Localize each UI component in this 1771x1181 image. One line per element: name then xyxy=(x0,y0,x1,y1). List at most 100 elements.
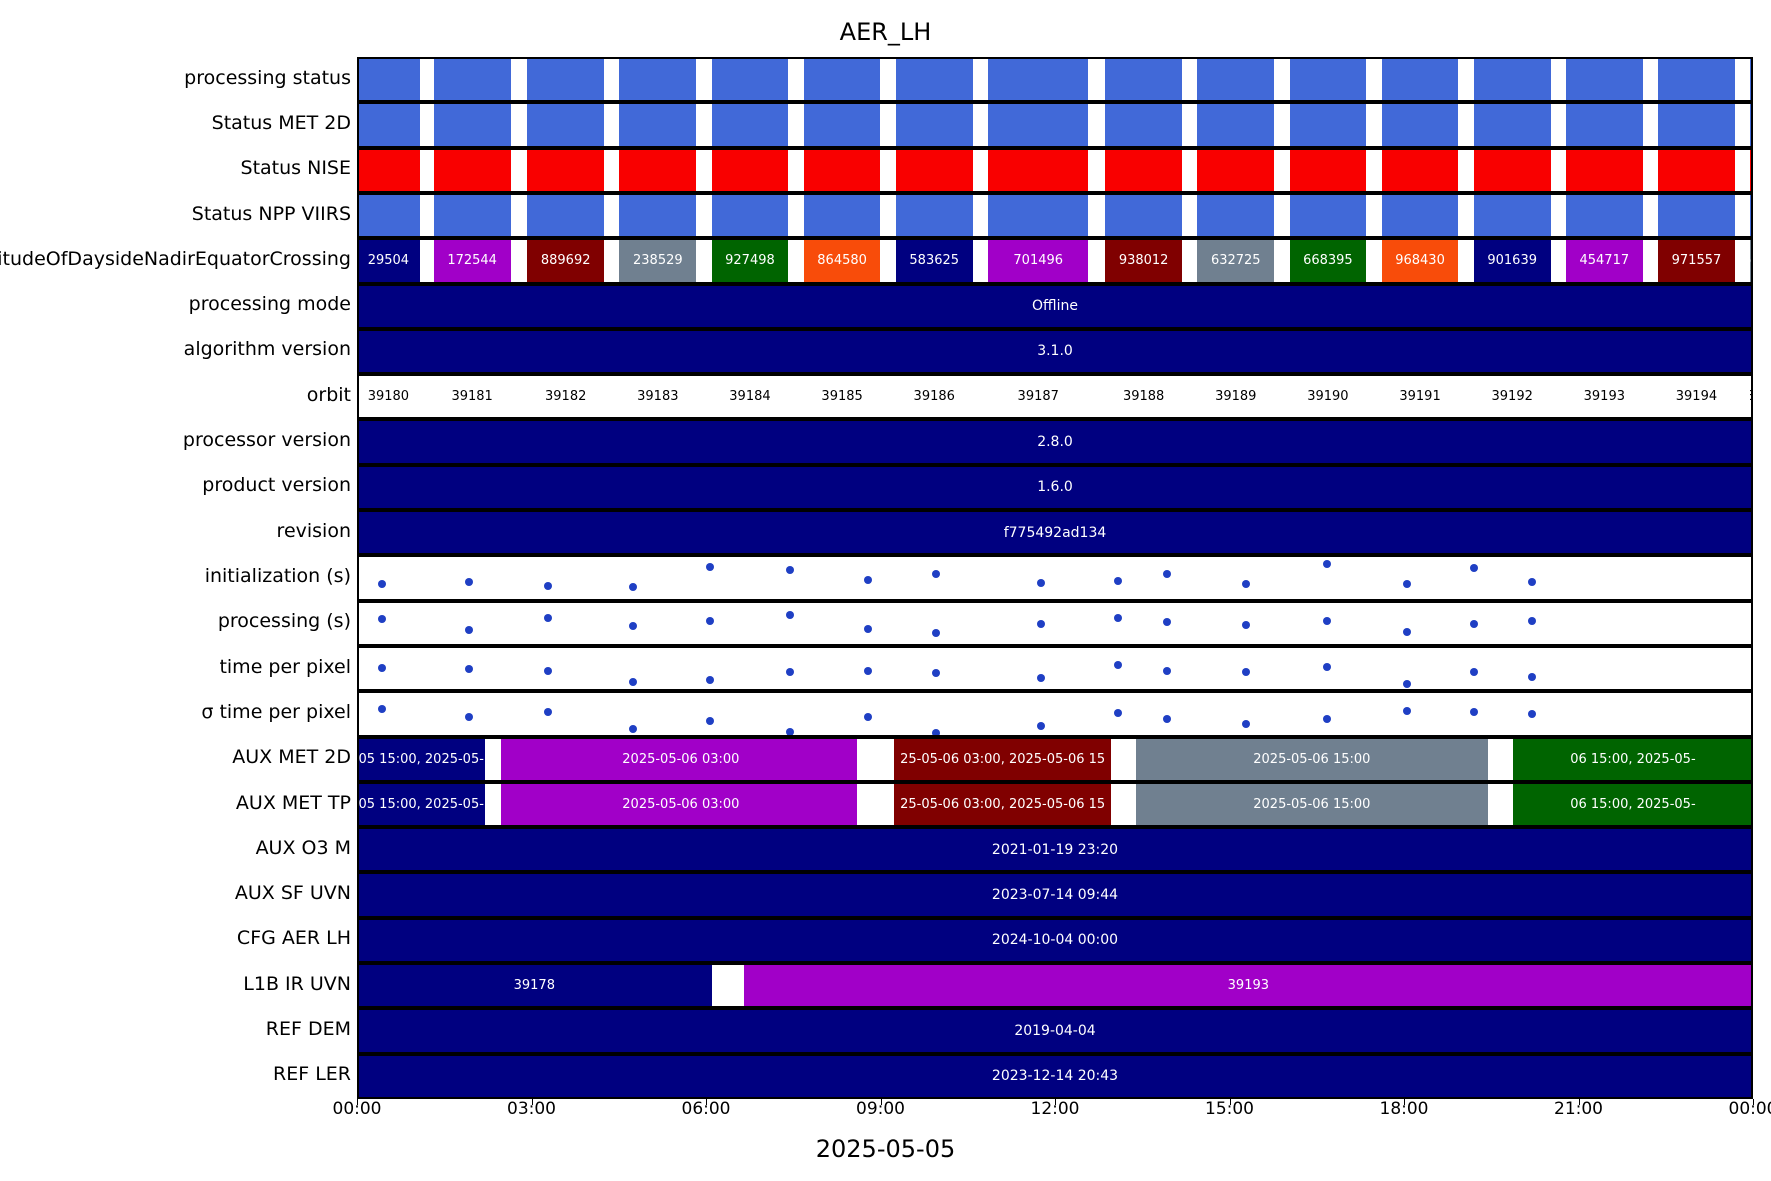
timeline-segment[interactable] xyxy=(803,194,881,237)
timeline-segment[interactable]: 971557 xyxy=(1658,240,1735,282)
timeline-row[interactable] xyxy=(357,600,1753,646)
timeline-segment[interactable] xyxy=(1105,104,1183,146)
timeline-segment[interactable]: 39192 xyxy=(1473,376,1551,418)
timeline-row[interactable] xyxy=(357,57,1753,103)
timeline-segment[interactable] xyxy=(1565,149,1643,191)
timeline-segment[interactable]: 2019-04-04 xyxy=(357,1010,1753,1052)
timeline-segment[interactable] xyxy=(1565,104,1643,146)
timeline-segment[interactable] xyxy=(1381,194,1459,237)
timeline-segment[interactable]: 2025-05-06 03:00 xyxy=(504,783,857,826)
timeline-segment[interactable]: 668395 xyxy=(1289,240,1367,282)
timeline-segment[interactable]: 39191 xyxy=(1381,376,1459,418)
timeline-segment[interactable] xyxy=(433,104,511,146)
timeline-segment[interactable]: 39184 xyxy=(711,376,789,418)
timeline-segment[interactable]: 632725 xyxy=(1197,240,1275,282)
timeline-row[interactable] xyxy=(357,645,1753,692)
timeline-segment[interactable] xyxy=(1381,59,1459,101)
timeline-segment[interactable] xyxy=(527,149,605,191)
timeline-segment[interactable] xyxy=(1750,194,1753,237)
timeline-segment[interactable] xyxy=(895,59,973,101)
timeline-row[interactable]: 05 15:00, 2025-05- 2025-05-06 03:00 25-05-… xyxy=(357,781,1753,828)
timeline-segment[interactable] xyxy=(433,149,511,191)
timeline-segment[interactable]: 05 15:00, 2025-05- xyxy=(357,783,486,826)
timeline-segment[interactable]: f775492ad134 xyxy=(357,512,1753,554)
timeline-segment[interactable] xyxy=(357,104,420,146)
timeline-segment[interactable]: 06 15:00, 2025-05- xyxy=(1512,783,1753,826)
timeline-row[interactable]: 2023-07-14 09:44 xyxy=(357,872,1753,918)
timeline-segment[interactable] xyxy=(987,149,1089,191)
timeline-segment[interactable]: 29504 xyxy=(357,240,420,282)
timeline-segment[interactable] xyxy=(711,149,789,191)
timeline-row[interactable]: 2021-01-19 23:20 xyxy=(357,827,1753,873)
timeline-segment[interactable] xyxy=(895,104,973,146)
timeline-segment[interactable] xyxy=(1381,149,1459,191)
timeline-segment[interactable] xyxy=(527,104,605,146)
timeline-row[interactable]: f775492ad134 xyxy=(357,510,1753,556)
timeline-row[interactable]: 39180 39181 39182 39183 39184 39185 39186 39187… xyxy=(357,374,1753,420)
timeline-segment[interactable] xyxy=(1658,194,1735,237)
timeline-row[interactable] xyxy=(357,192,1753,239)
timeline-segment[interactable]: 2.8.0 xyxy=(357,421,1753,463)
timeline-segment[interactable] xyxy=(1197,59,1275,101)
timeline-segment[interactable]: 583625 xyxy=(895,240,973,282)
timeline-segment[interactable] xyxy=(500,738,505,780)
timeline-row[interactable]: 3.1.0 xyxy=(357,328,1753,375)
timeline-segment[interactable] xyxy=(1289,104,1367,146)
timeline-row[interactable]: 39178 39193 xyxy=(357,963,1753,1009)
timeline-segment[interactable] xyxy=(711,59,789,101)
timeline-segment[interactable]: 454717 xyxy=(1565,240,1643,282)
timeline-segment[interactable] xyxy=(803,149,881,191)
timeline-segment[interactable] xyxy=(619,104,697,146)
timeline-segment[interactable]: 39178 xyxy=(357,965,712,1007)
timeline-segment[interactable]: 2025-05-06 15:00 xyxy=(1135,783,1488,826)
timeline-segment[interactable] xyxy=(711,104,789,146)
timeline-segment[interactable] xyxy=(1197,104,1275,146)
timeline-row[interactable]: 2019-04-04 xyxy=(357,1008,1753,1054)
timeline-segment[interactable] xyxy=(987,104,1089,146)
timeline-segment[interactable]: 938012 xyxy=(1105,240,1183,282)
timeline-segment[interactable] xyxy=(1473,194,1551,237)
timeline-segment[interactable]: 39194 xyxy=(1658,376,1735,418)
timeline-segment[interactable] xyxy=(357,59,420,101)
timeline-segment[interactable]: 39183 xyxy=(619,376,697,418)
timeline-segment[interactable]: 2023-12-14 20:43 xyxy=(357,1055,1753,1097)
timeline-segment[interactable]: 3.1.0 xyxy=(357,330,1753,373)
timeline-segment[interactable] xyxy=(357,149,420,191)
timeline-segment[interactable] xyxy=(527,194,605,237)
timeline-segment[interactable]: 682502 xyxy=(1750,240,1753,282)
timeline-segment[interactable] xyxy=(1289,194,1367,237)
timeline-segment[interactable]: 701496 xyxy=(987,240,1089,282)
timeline-segment[interactable] xyxy=(987,194,1089,237)
timeline-segment[interactable] xyxy=(433,194,511,237)
timeline-segment[interactable]: 2024-10-04 00:00 xyxy=(357,919,1753,962)
timeline-segment[interactable] xyxy=(619,149,697,191)
timeline-segment[interactable] xyxy=(619,194,697,237)
timeline-row[interactable]: 2023-12-14 20:43 xyxy=(357,1053,1753,1099)
timeline-segment[interactable] xyxy=(1658,59,1735,101)
timeline-segment[interactable] xyxy=(803,59,881,101)
timeline-segment[interactable]: 238529 xyxy=(619,240,697,282)
timeline-segment[interactable] xyxy=(500,783,505,826)
timeline-segment[interactable]: 1.6.0 xyxy=(357,466,1753,509)
timeline-row[interactable]: Offline xyxy=(357,283,1753,329)
timeline-segment[interactable] xyxy=(1289,59,1367,101)
timeline-segment[interactable] xyxy=(1565,59,1643,101)
timeline-segment[interactable] xyxy=(1473,104,1551,146)
timeline-segment[interactable] xyxy=(1473,149,1551,191)
timeline-segment[interactable] xyxy=(1381,104,1459,146)
timeline-segment[interactable] xyxy=(1750,59,1753,101)
timeline-segment[interactable]: 39180 xyxy=(357,376,420,418)
timeline-segment[interactable]: 39182 xyxy=(527,376,605,418)
timeline-row[interactable]: 1.6.0 xyxy=(357,464,1753,511)
timeline-segment[interactable]: 06 15:00, 2025-05- xyxy=(1512,738,1753,780)
timeline-segment[interactable] xyxy=(987,59,1089,101)
timeline-segment[interactable]: 901639 xyxy=(1473,240,1551,282)
timeline-segment[interactable] xyxy=(1750,104,1753,146)
timeline-segment[interactable]: 2025-05-06 15:00 xyxy=(1135,738,1488,780)
timeline-segment[interactable] xyxy=(433,59,511,101)
timeline-segment[interactable] xyxy=(1105,149,1183,191)
timeline-segment[interactable] xyxy=(1197,194,1275,237)
timeline-segment[interactable] xyxy=(527,59,605,101)
timeline-segment[interactable] xyxy=(357,194,420,237)
timeline-row[interactable]: 2.8.0 xyxy=(357,419,1753,465)
